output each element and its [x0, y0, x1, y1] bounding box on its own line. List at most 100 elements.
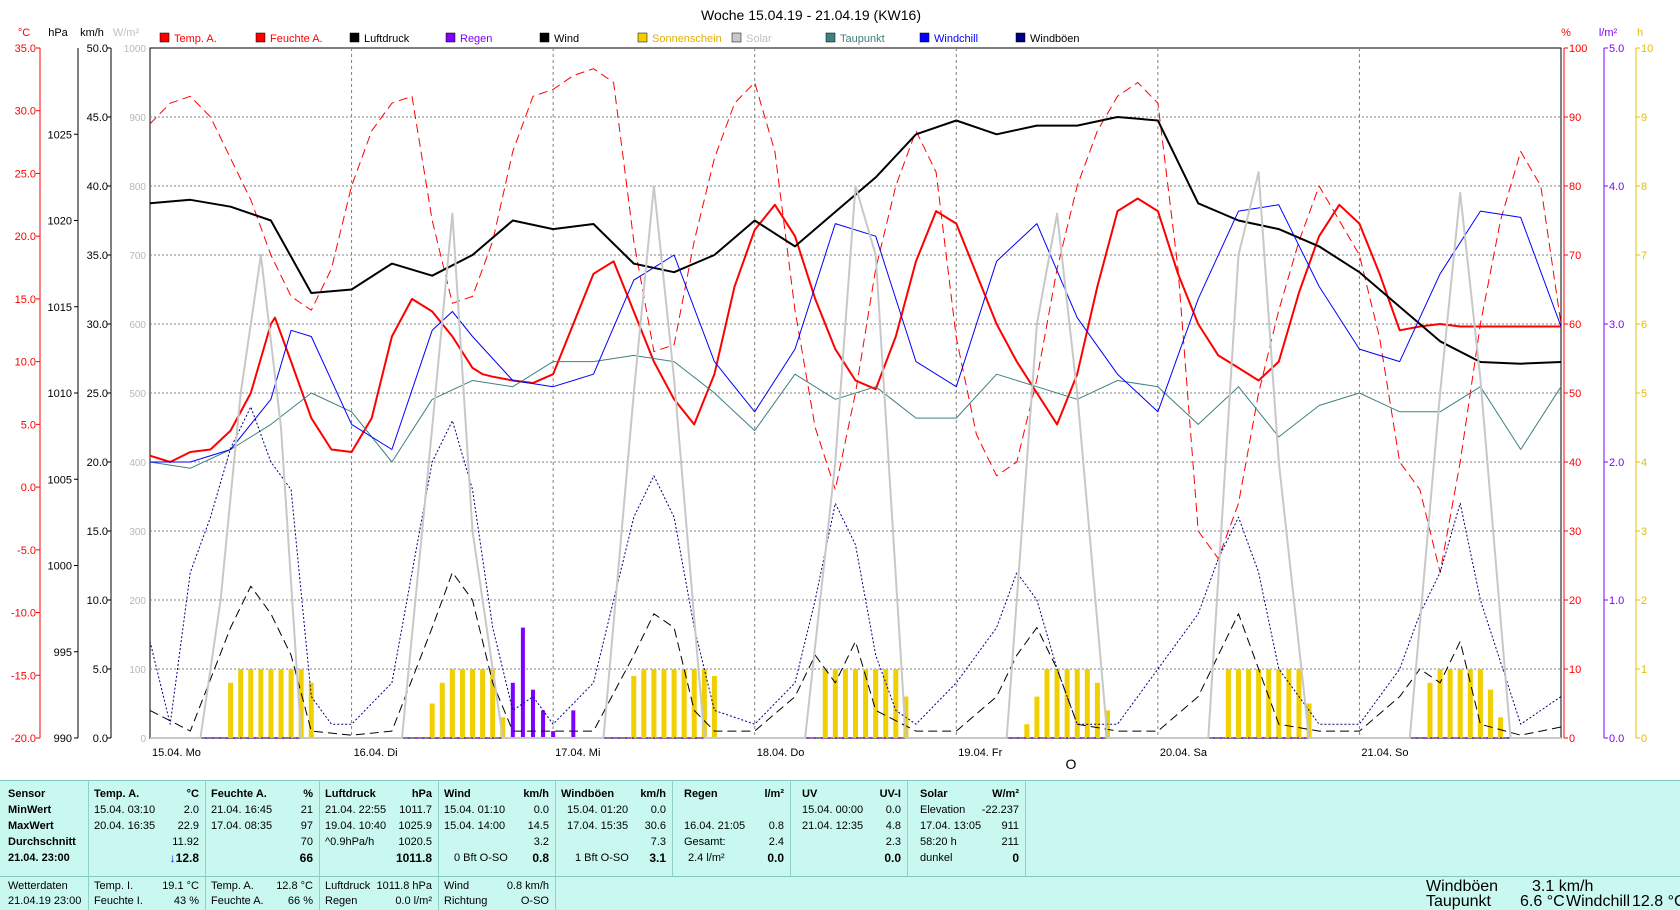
- stats-temp-max-time: 20.04. 16:35: [94, 820, 156, 832]
- humidity-tick-label: 20: [1569, 595, 1581, 607]
- x-tick-label: 15.04. Mo: [152, 747, 201, 759]
- humidity-unit: %: [1561, 27, 1571, 39]
- stats-humidity-column: Feuchte A.% 21.04. 16:45 21 17.04. 08:35 9…: [205, 781, 320, 877]
- rain-baseline-dot: [1248, 737, 1250, 739]
- rain-tick-label: 1.0: [1609, 595, 1624, 607]
- sonnenschein-bar: [1074, 669, 1080, 738]
- rain-baseline-dot: [1493, 737, 1495, 739]
- stats-rain-total: 2.4: [768, 836, 784, 848]
- stats-wind-now: 0.8: [532, 851, 549, 865]
- sonnenschein-bar: [500, 717, 506, 738]
- sonnenschein-bar: [1306, 703, 1312, 738]
- pressure-tick-label: 995: [54, 647, 72, 659]
- stats-avg-label: Durchschnitt: [8, 836, 76, 848]
- sonnenschein-bar: [298, 669, 304, 738]
- rain-baseline-dot: [821, 737, 823, 739]
- rain-baseline-dot: [1465, 737, 1467, 739]
- solar-tick-label: 200: [129, 596, 146, 607]
- temp-tick-label: -10.0: [11, 608, 36, 620]
- rain-baseline-dot: [499, 737, 501, 739]
- stats-gust-header: Windböen: [561, 788, 615, 800]
- pressure-tick-label: 1005: [48, 474, 72, 486]
- stats-press-now: 1011.8: [395, 851, 432, 865]
- rain-baseline-dot: [639, 737, 641, 739]
- stats-wind-header: Wind: [444, 788, 471, 800]
- stats-press-max-time: 19.04. 10:40: [325, 820, 387, 832]
- stats-solar-now: 0: [1012, 851, 1019, 865]
- solar-tick-label: 300: [129, 527, 146, 538]
- stats-solar-elev-label: Elevation: [920, 804, 966, 816]
- sonnenschein-bar: [1256, 669, 1262, 738]
- rain-baseline-dot: [492, 737, 494, 739]
- humidity-tick-label: 0: [1569, 733, 1575, 745]
- rain-baseline-dot: [618, 737, 620, 739]
- wind-tick-label: 45.0: [87, 112, 108, 124]
- rain-baseline-dot: [856, 737, 858, 739]
- stats-wind-min-value: 0.0: [533, 804, 549, 816]
- rain-baseline-dot: [226, 737, 228, 739]
- solar-tick-label: 0: [140, 734, 146, 745]
- sonnenschein-bar: [1225, 669, 1231, 738]
- stats-gust-now: 3.1: [649, 851, 666, 865]
- rain-baseline-dot: [1024, 737, 1026, 739]
- rain-baseline-dot: [1269, 737, 1271, 739]
- sonnenschein-bar: [1487, 689, 1493, 738]
- pressure-tick-label: 1000: [48, 561, 72, 573]
- temp-tick-label: 10.0: [15, 357, 36, 369]
- legend-swatch: [349, 32, 360, 43]
- rain-baseline-dot: [415, 737, 417, 739]
- sonnenschein-bar: [1498, 717, 1504, 738]
- rain-baseline-dot: [1486, 737, 1488, 739]
- sonnenschein-bar: [883, 669, 889, 738]
- status-temp-a: 12.8 °C: [276, 880, 313, 892]
- stats-hum-min-value: 21: [300, 804, 313, 816]
- sonnenschein-bar: [268, 669, 274, 738]
- stats-hum-avg: 70: [300, 836, 313, 848]
- sonnenschein-bar: [470, 669, 476, 738]
- temp-tick-label: 35.0: [15, 43, 36, 55]
- temp-tick-label: 15.0: [15, 294, 36, 306]
- solar-tick-label: 500: [129, 389, 146, 400]
- sonnenschein-bar: [459, 669, 465, 738]
- stats-temp-header: Temp. A.: [94, 788, 140, 800]
- stats-hum-min-time: 21.04. 16:45: [211, 804, 273, 816]
- stats-press-unit: hPa: [411, 788, 432, 800]
- sonnenschein-bar: [651, 669, 657, 738]
- legend-label: Windchill: [934, 33, 978, 45]
- x-tick-label: 17.04. Mi: [555, 747, 600, 759]
- rain-baseline-dot: [1430, 737, 1432, 739]
- pressure-unit: hPa: [48, 27, 68, 39]
- stats-rain-column: Regen l/m² 16.04. 21:05 0.8 Gesamt: 2.4 2.4…: [672, 781, 791, 877]
- sonnenschein-bar: [1467, 669, 1473, 738]
- right-axes: 1009080706050403020100%5.04.03.02.01.00.…: [1561, 27, 1653, 745]
- regen-bar: [541, 710, 546, 738]
- legend-label: Sonnenschein: [652, 33, 722, 45]
- status-rain: 0.0 l/m²: [395, 895, 432, 907]
- sonnenschein-bar: [853, 669, 858, 738]
- rain-baseline-dot: [408, 737, 410, 739]
- stats-press-avg: 1020.5: [398, 836, 432, 848]
- legend-swatch: [159, 32, 170, 43]
- status-indoor: Temp. I. 19.1 °C Feuchte I. 43 %: [88, 877, 206, 910]
- status-wind: 0.8 km/h: [506, 880, 549, 892]
- stats-panel: Sensor MinWert MaxWert Durchschnitt 21.0…: [0, 780, 1680, 877]
- humidity-tick-label: 80: [1569, 181, 1581, 193]
- rain-baseline-dot: [849, 737, 851, 739]
- rain-tick-label: 0.0: [1609, 733, 1624, 745]
- status-dir: O-SO: [520, 895, 549, 907]
- sunshine-tick-label: 5: [1641, 388, 1647, 400]
- stats-uv-header: UV: [802, 788, 818, 800]
- sonnenschein-bar: [1457, 669, 1463, 738]
- rain-baseline-dot: [1472, 737, 1474, 739]
- stats-hum-max-time: 17.04. 08:35: [211, 820, 273, 832]
- sonnenschein-bar: [711, 675, 717, 738]
- wind-tick-label: 0.0: [93, 733, 108, 745]
- sonnenschein-bar: [238, 669, 244, 738]
- rain-baseline-dot: [240, 737, 242, 739]
- rain-baseline-dot: [1479, 737, 1481, 739]
- sonnenschein-bar: [671, 669, 677, 738]
- sonnenschein-bar: [1235, 669, 1241, 738]
- rain-baseline-dot: [275, 737, 277, 739]
- rain-baseline-dot: [233, 737, 235, 739]
- rain-baseline-dot: [1241, 737, 1243, 739]
